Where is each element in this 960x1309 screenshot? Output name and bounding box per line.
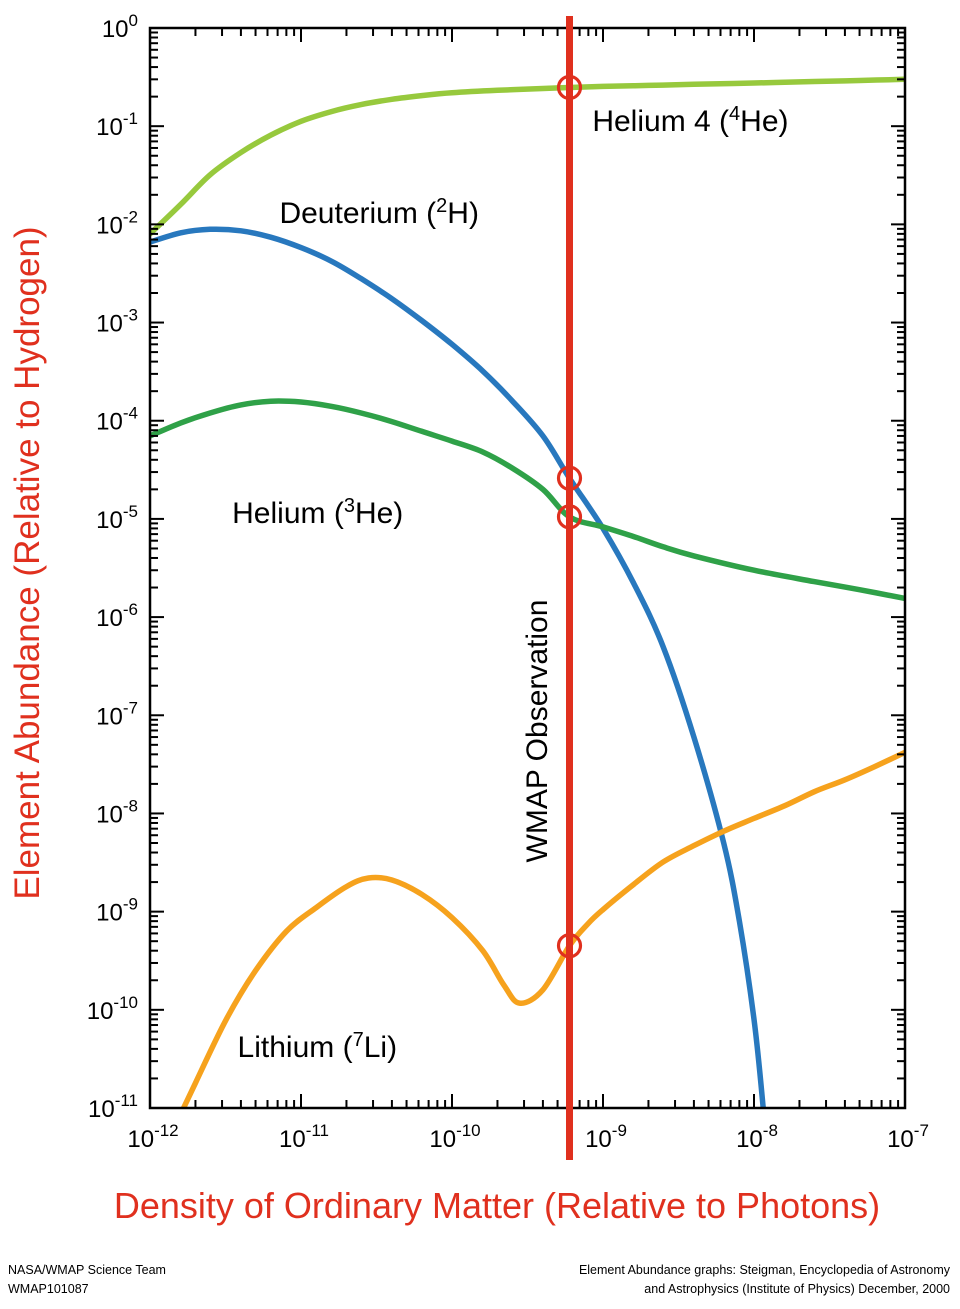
y-tick-label: 10-3 [96,306,138,338]
wmap-intersection-marker [556,74,583,101]
x-tick-label: 10-8 [736,1121,778,1153]
label-text: WMAP Observation [520,599,554,863]
label-text: Lithium ( [237,1030,353,1064]
y-tick-label: 100 [102,11,138,43]
y-tick-label: 10-9 [96,895,138,927]
lithium7-curve-label: Lithium (7Li) [237,1028,398,1065]
wmap-intersection-marker [556,504,583,530]
label-text: He) [354,497,404,531]
label-superscript: 4 [729,103,741,126]
credit-left: NASA/WMAP Science Team WMAP101087 [8,1261,166,1299]
x-tick-label: 10-10 [429,1121,480,1153]
y-axis-title: Element Abundance (Relative to Hydrogen) [8,226,47,900]
deuterium-curve [150,226,766,1108]
label-text: Li) [363,1030,398,1064]
deuterium-curve-label: Deuterium (2H) [279,194,479,231]
y-tick-label: 10-7 [96,698,138,730]
x-tick-label: 10-9 [585,1121,627,1153]
label-text: Helium ( [232,497,344,531]
x-axis-title: Density of Ordinary Matter (Relative to … [113,1185,881,1226]
x-tick-label: 10-11 [279,1121,329,1153]
lithium-7-curve [180,749,905,1108]
label-text: He) [740,105,789,139]
y-tick-label: 10-2 [96,207,138,239]
y-tick-label: 10-5 [96,502,138,534]
label-text: Helium 4 ( [592,105,730,139]
label-text: H) [447,196,479,230]
helium-3-curve [150,398,905,602]
x-tick-label: 10-12 [127,1121,178,1153]
helium-4-curve [150,76,905,237]
label-superscript: 3 [343,495,355,518]
credit-source-line1: Element Abundance graphs: Steigman, Ency… [578,1263,950,1277]
y-tick-label: 10-11 [88,1091,138,1123]
helium4-curve-label: Helium 4 (4He) [592,103,789,139]
credit-right: Element Abundance graphs: Steigman, Ency… [579,1261,950,1299]
y-tick-label: 10-6 [96,600,138,632]
credit-team: NASA/WMAP Science Team [8,1263,166,1277]
axis-ticks [149,27,906,1109]
label-text: Deuterium ( [279,196,437,230]
y-tick-label: 10-1 [96,109,138,141]
label-superscript: 2 [436,194,448,217]
y-tick-label: 10-10 [87,993,138,1025]
wmap-observation-label: WMAP Observation [521,600,555,863]
wmap-intersection-marker [556,465,583,491]
credit-source-line2: and Astrophysics (Institute of Physics) … [644,1281,950,1296]
wmap-intersection-marker [556,933,583,959]
helium3-curve-label: Helium (3He) [232,495,404,531]
curves-layer [150,76,905,1108]
x-tick-label: 10-7 [887,1121,929,1153]
label-superscript: 7 [352,1028,364,1051]
y-tick-label: 10-8 [96,796,138,828]
credit-id: WMAP101087 [8,1281,89,1296]
y-tick-label: 10-4 [96,404,138,436]
plot-frame [148,26,907,1110]
